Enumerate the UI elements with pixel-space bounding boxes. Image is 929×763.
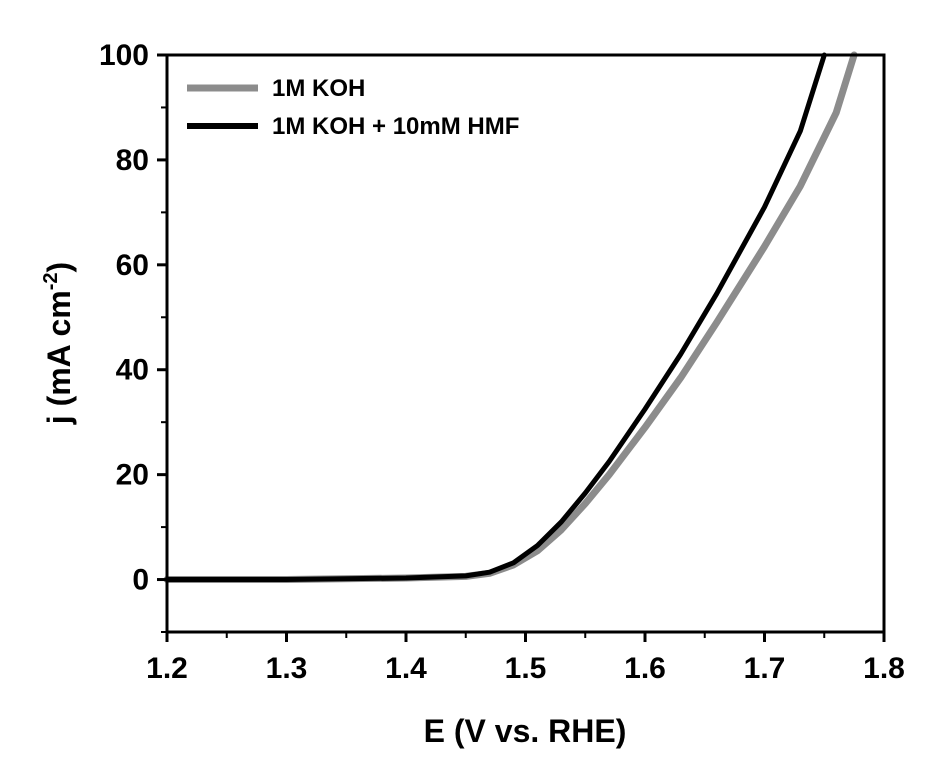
y-tick-label: 80 (116, 144, 149, 177)
x-tick-label: 1.3 (266, 652, 308, 685)
y-axis-title-superscript: -2 (40, 272, 62, 290)
plot-frame (167, 55, 884, 632)
x-tick-label: 1.8 (863, 652, 905, 685)
x-tick-label: 1.5 (505, 652, 547, 685)
y-tick-label: 0 (132, 564, 149, 597)
x-tick-label: 1.4 (385, 652, 427, 685)
x-axis-title: E (V vs. RHE) (424, 713, 627, 749)
y-axis-title-main: j (mA cm (41, 290, 77, 425)
y-tick-label: 100 (99, 39, 149, 72)
y-tick-label: 60 (116, 249, 149, 282)
x-tick-label: 1.2 (146, 652, 188, 685)
x-tick-label: 1.6 (624, 652, 666, 685)
y-tick-label: 40 (116, 354, 149, 387)
x-axis-tick-labels: 1.2 1.3 1.4 1.5 1.6 1.7 1.8 (146, 652, 905, 685)
legend-label-2: 1M KOH + 10mM HMF (272, 113, 519, 140)
y-axis-tick-labels: 0 20 40 60 80 100 (99, 39, 149, 597)
y-tick-label: 20 (116, 459, 149, 492)
y-axis-title: j (mA cm-2) (40, 262, 77, 425)
x-tick-label: 1.7 (744, 652, 786, 685)
y-axis-title-close: ) (41, 262, 77, 273)
legend: 1M KOH 1M KOH + 10mM HMF (187, 75, 519, 140)
legend-label-1: 1M KOH (272, 75, 365, 102)
